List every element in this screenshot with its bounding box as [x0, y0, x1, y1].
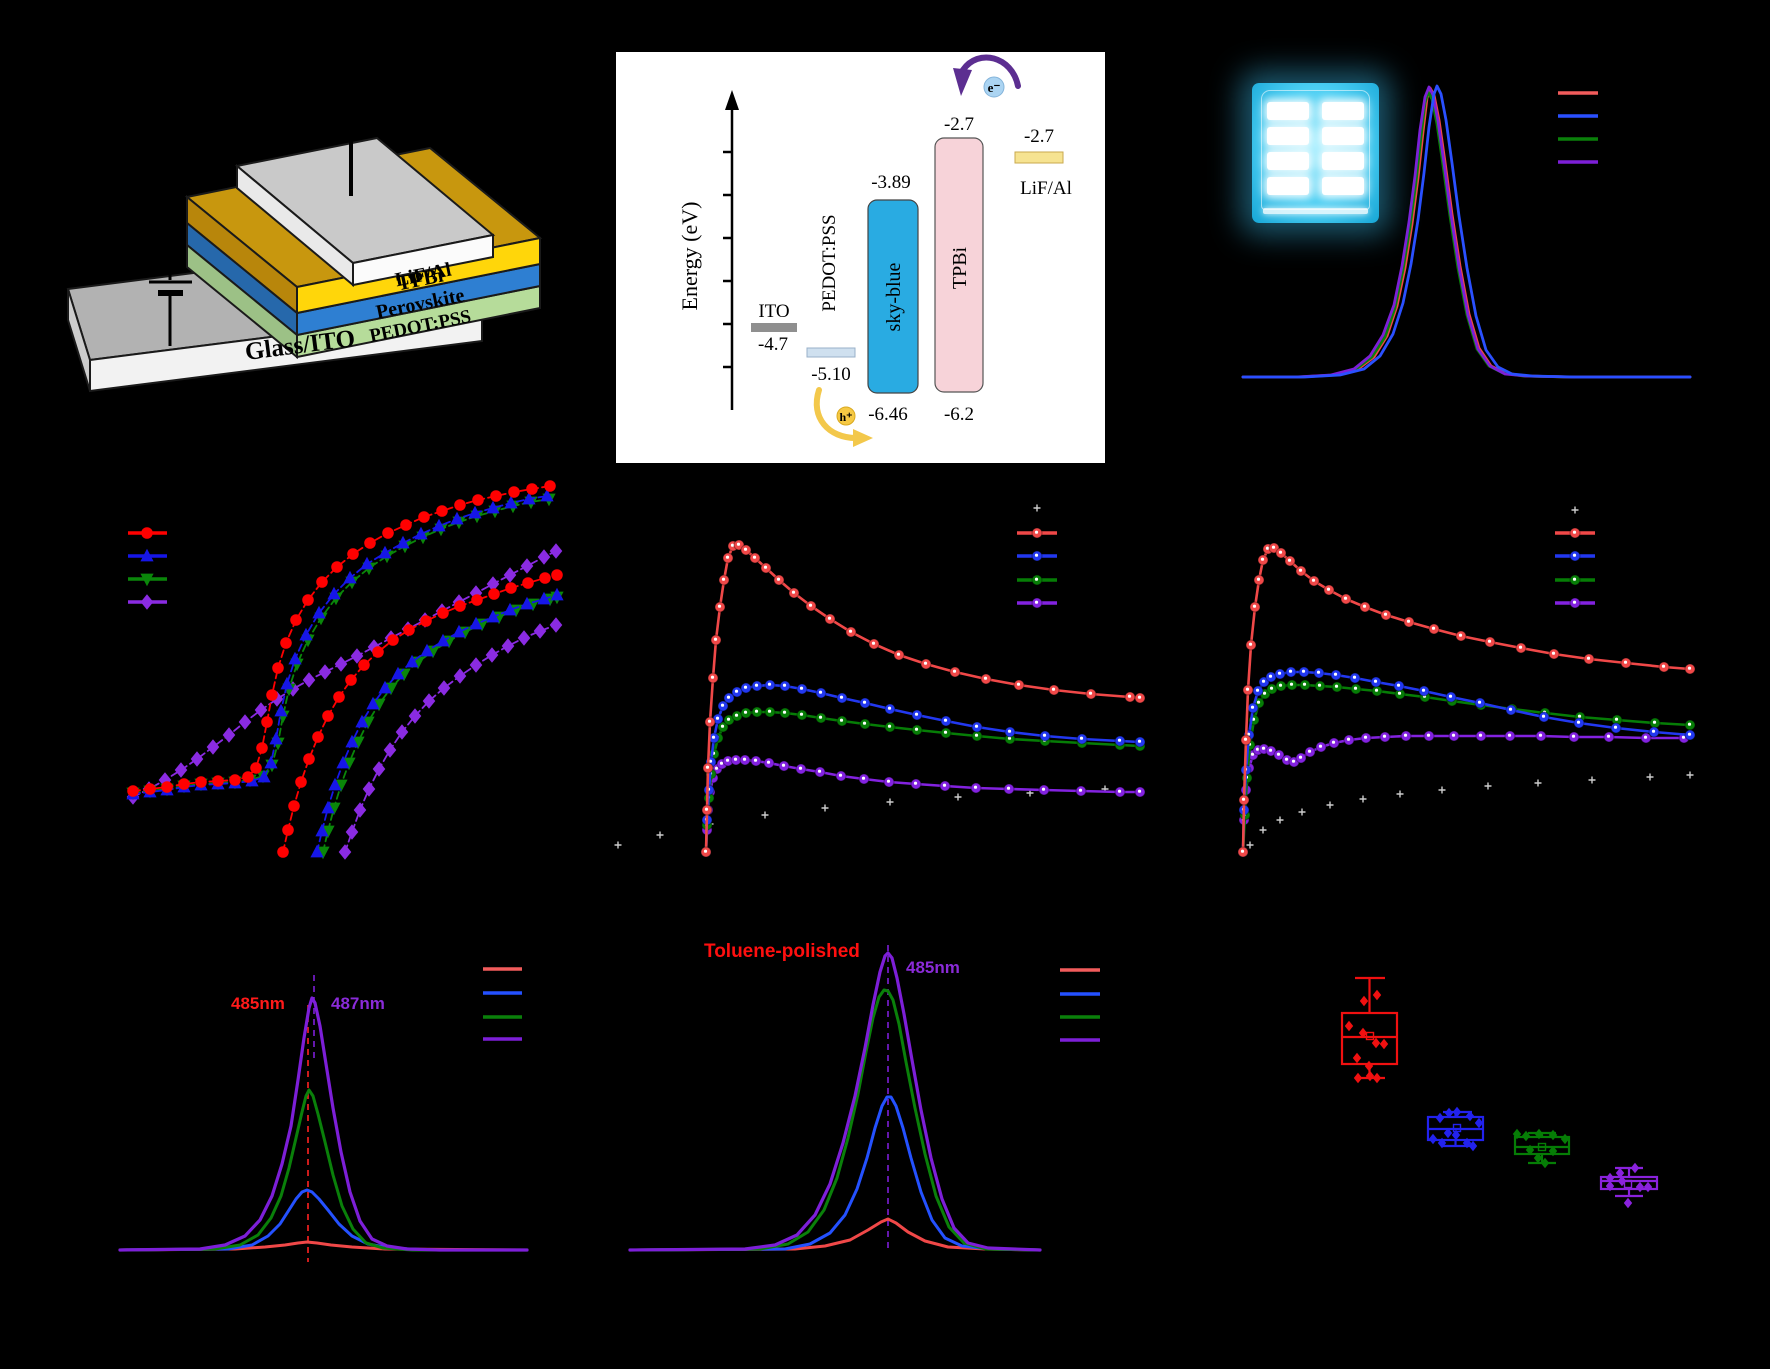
- electron-transfer-arrow: [960, 54, 1021, 89]
- panel-d-legend: [128, 527, 167, 610]
- hole-transfer-arrow: [813, 387, 859, 441]
- emitter-label: sky-blue: [883, 262, 905, 331]
- series-plt-green: [628, 988, 1042, 1252]
- energy-axis: [723, 106, 734, 410]
- pl-peak-label-485nm: 485nm: [231, 994, 285, 1013]
- series-ce-green: [1237, 679, 1696, 858]
- ito-value: -4.7: [758, 334, 788, 355]
- led-pixel: [1322, 102, 1364, 120]
- series-lv-purple: [338, 617, 563, 860]
- battery-symbol: [149, 236, 192, 346]
- led-pixel: [1322, 127, 1364, 145]
- ito-level-bar: [751, 323, 797, 332]
- series-pl-purple: [118, 996, 529, 1252]
- panel-energy-diagram: Energy (eV) ITO -4.7 PEDOT:PSS -5.10 -3.…: [616, 52, 1105, 463]
- series-jv-red: [127, 480, 556, 797]
- led-pixel: [1267, 127, 1309, 145]
- series-jv-green: [126, 493, 556, 801]
- box-green: [1512, 1128, 1571, 1169]
- series-eqe-blue: [700, 679, 1146, 858]
- panel-h-chart: [628, 945, 1100, 1252]
- series-pl-blue: [118, 1188, 529, 1252]
- panel-f-legend: [1555, 506, 1595, 609]
- box-blue: [1426, 1106, 1485, 1152]
- box-red: [1340, 976, 1399, 1084]
- emitter-lumo-value: -3.89: [871, 172, 911, 193]
- lifal-value: -2.7: [1024, 126, 1054, 147]
- toluene-polished-annotation: Toluene-polished: [704, 941, 860, 962]
- led-pixel: [1267, 102, 1309, 120]
- panel-e-chart: [614, 504, 1146, 858]
- series-plt-red: [628, 1217, 1042, 1252]
- series-pl-red: [118, 1240, 529, 1252]
- pl-toluene-peak-label-485nm: 485nm: [906, 958, 960, 977]
- panel-g-chart: [118, 967, 529, 1262]
- panel-d-chart: [126, 480, 564, 860]
- series-plt-purple: [628, 951, 1042, 1252]
- series-jv-blue: [126, 488, 554, 800]
- series-el-purple: [1241, 85, 1692, 379]
- pedot-label: PEDOT:PSS: [819, 214, 840, 311]
- electron-arrowhead: [953, 68, 972, 96]
- device-photo-inset: [1252, 83, 1379, 223]
- led-pixel: [1322, 152, 1364, 170]
- tpbi-label: TPBi: [949, 246, 971, 289]
- series-lv-green: [316, 591, 564, 860]
- ito-label: ITO: [758, 301, 789, 322]
- series-eqe-green: [700, 706, 1146, 858]
- series-eqe-gray: [614, 785, 1109, 849]
- electron-icon: [983, 76, 1005, 98]
- series-ce-purple: [1237, 730, 1690, 858]
- tpbi-homo-value: -6.2: [944, 404, 974, 425]
- hole-arrowhead: [853, 429, 873, 447]
- series-lv-blue: [310, 587, 564, 858]
- series-eqe-red: [700, 539, 1146, 858]
- lifal-front-face: [352, 233, 494, 287]
- pedot-value: -5.10: [811, 364, 851, 385]
- energy-card-background: [616, 52, 1105, 463]
- panel-c-legend: [1558, 91, 1598, 164]
- electron-symbol: e⁻: [988, 80, 1001, 95]
- panel-f-chart: [1237, 506, 1696, 858]
- emitter-box: [867, 199, 919, 394]
- series-el-blue: [1241, 84, 1692, 379]
- series-plt-blue: [628, 1095, 1042, 1252]
- lifal-label: LiF/Al: [1020, 178, 1072, 199]
- photo-bottom-strip: [1263, 208, 1368, 214]
- box-purple: [1599, 1162, 1659, 1209]
- series-pl-green: [118, 1088, 529, 1252]
- series-ce-blue: [1237, 666, 1696, 858]
- tpbi-lumo-value: -2.7: [944, 114, 974, 135]
- panel-device-structure: LiF/Al TPBi Perovskite PEDOT:PSS Glass/I…: [66, 118, 543, 393]
- photo-pixel-grid: [1267, 102, 1364, 195]
- panel-h-legend: [1060, 968, 1100, 1042]
- panel-i-chart: [1340, 976, 1659, 1209]
- pedot-level-bar: [806, 347, 856, 358]
- emitter-homo-value: -6.46: [868, 404, 908, 425]
- panel-e-legend: [1017, 504, 1057, 609]
- pl-peak-label-487nm: 487nm: [331, 994, 385, 1013]
- energy-axis-arrowhead: [725, 90, 739, 110]
- panel-c-chart: [1241, 84, 1692, 379]
- hole-icon: [836, 406, 856, 426]
- led-pixel: [1267, 177, 1309, 195]
- hole-symbol: h⁺: [839, 410, 852, 424]
- series-ce-gray: [1246, 771, 1694, 849]
- energy-axis-label: Energy (eV): [677, 202, 702, 311]
- led-pixel: [1322, 177, 1364, 195]
- led-pixel: [1267, 152, 1309, 170]
- series-lv-red: [277, 569, 563, 858]
- lifal-level-bar: [1014, 151, 1064, 164]
- series-eqe-purple: [700, 754, 1146, 858]
- series-ce-red: [1237, 542, 1696, 858]
- panel-g-legend: [483, 967, 522, 1041]
- tpbi-box: [934, 137, 984, 393]
